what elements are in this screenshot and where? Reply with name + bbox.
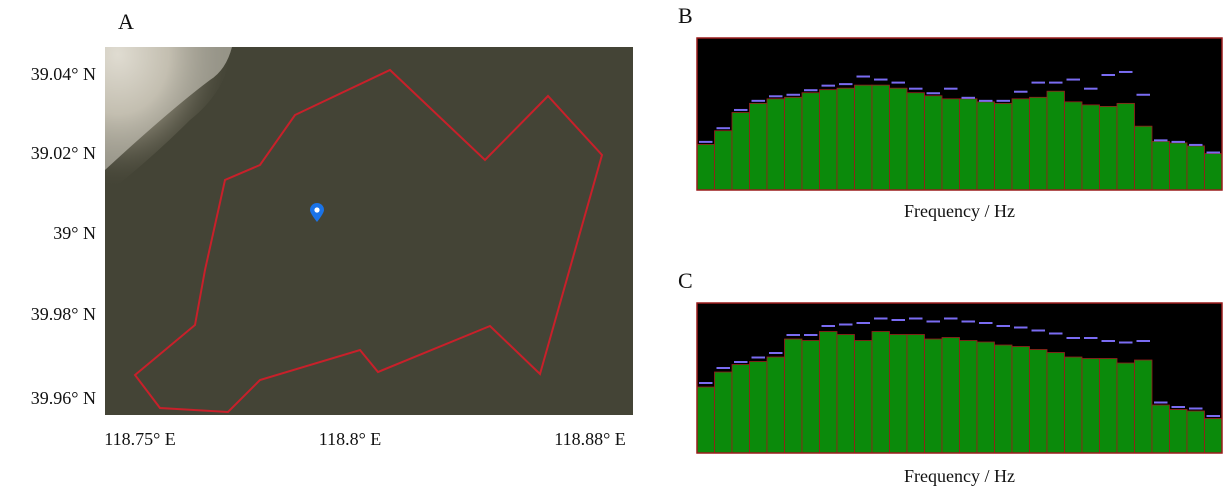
- bar: [836, 87, 855, 191]
- bar: [976, 101, 995, 191]
- bar: [1064, 101, 1083, 191]
- bar: [1099, 358, 1118, 454]
- bar: [749, 361, 768, 454]
- bar: [1011, 346, 1030, 454]
- bar: [871, 84, 890, 191]
- bar: [766, 356, 785, 454]
- bar: [924, 338, 943, 454]
- bar: [941, 98, 960, 191]
- bar: [959, 340, 978, 454]
- bar: [1186, 410, 1205, 454]
- longitude-label: 118.75° E: [104, 429, 176, 449]
- location-pin: [310, 203, 324, 222]
- bar: [1204, 418, 1223, 454]
- bar: [1011, 98, 1030, 191]
- latitude-label: 39.02° N: [31, 143, 96, 163]
- bar: [696, 143, 715, 191]
- latitude-label: 39.96° N: [31, 388, 96, 408]
- bar: [1029, 96, 1048, 191]
- bar: [994, 102, 1013, 191]
- bar: [1134, 125, 1153, 191]
- bar: [836, 334, 855, 454]
- bar: [889, 334, 908, 454]
- bar: [1064, 356, 1083, 454]
- bar: [766, 98, 785, 191]
- latitude-label: 39.04° N: [31, 64, 96, 84]
- bar: [1169, 142, 1188, 191]
- longitude-label: 118.88° E: [554, 429, 626, 449]
- bar: [1186, 145, 1205, 191]
- panel-label: A: [118, 9, 134, 34]
- bar: [819, 331, 838, 454]
- longitude-label: 118.8° E: [319, 429, 382, 449]
- bar: [1169, 409, 1188, 454]
- bar: [731, 364, 750, 454]
- wind-farm-boundary: [133, 68, 604, 414]
- bar: [801, 92, 820, 191]
- x-axis-label: Frequency / Hz: [904, 201, 1015, 221]
- bar: [871, 331, 890, 454]
- bar: [906, 92, 925, 191]
- bar: [819, 89, 838, 191]
- bar: [1116, 102, 1135, 191]
- latitude-label: 39° N: [53, 223, 96, 243]
- plot-border: [696, 37, 1223, 191]
- bar: [714, 130, 733, 191]
- bar: [784, 338, 803, 454]
- panel-label: B: [678, 3, 693, 28]
- bar: [749, 102, 768, 191]
- bar: [1046, 352, 1065, 454]
- bar: [994, 344, 1013, 454]
- bar: [1116, 362, 1135, 454]
- bar: [1029, 349, 1048, 454]
- bar: [924, 95, 943, 191]
- bar: [976, 341, 995, 454]
- bar: [1081, 104, 1100, 191]
- bar: [784, 96, 803, 191]
- bar: [854, 340, 873, 454]
- bar: [1081, 358, 1100, 454]
- bar: [1204, 153, 1223, 191]
- bar: [1151, 404, 1170, 454]
- bar: [714, 371, 733, 454]
- land: [105, 47, 232, 170]
- bar: [854, 84, 873, 191]
- bar: [1099, 106, 1118, 191]
- bar: [696, 386, 715, 454]
- map: [105, 47, 633, 415]
- bar: [959, 98, 978, 191]
- bar: [731, 112, 750, 191]
- bar: [1046, 90, 1065, 191]
- latitude-label: 39.98° N: [31, 304, 96, 324]
- x-axis-label: Frequency / Hz: [904, 466, 1015, 486]
- plot-border: [696, 302, 1223, 454]
- bar: [941, 337, 960, 454]
- bar: [1134, 359, 1153, 454]
- bar: [801, 340, 820, 454]
- bar: [1151, 140, 1170, 191]
- bar: [889, 87, 908, 191]
- panel-label: C: [678, 268, 693, 293]
- bar: [906, 334, 925, 454]
